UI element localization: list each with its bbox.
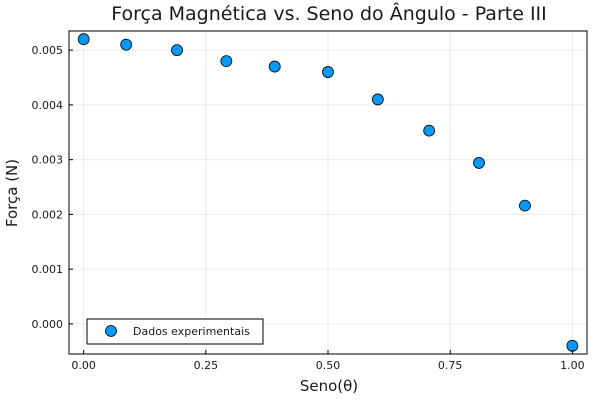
y-tick-label: 0.001 xyxy=(32,263,64,276)
y-tick-label: 0.003 xyxy=(32,154,64,167)
axis-ticks: 0.00 0.25 0.50 0.75 1.00 0.000 0.001 0.002 0.003… xyxy=(32,44,585,372)
data-point xyxy=(220,55,233,68)
y-tick-label: 0.004 xyxy=(32,99,64,112)
data-point xyxy=(566,339,579,352)
y-tick-label: 0.005 xyxy=(32,44,64,57)
data-points xyxy=(77,33,579,352)
x-tick-label: 0.25 xyxy=(194,359,219,372)
chart-title: Força Magnética vs. Seno do Ângulo - Par… xyxy=(111,2,547,25)
legend: Dados experimentais xyxy=(86,318,264,345)
x-tick-label: 0.00 xyxy=(71,359,96,372)
y-tick-label: 0.000 xyxy=(32,318,64,331)
x-tick-label: 0.50 xyxy=(316,359,341,372)
x-axis-label: Seno(θ) xyxy=(300,377,358,395)
data-point xyxy=(171,44,183,57)
data-point xyxy=(77,33,90,46)
legend-label: Dados experimentais xyxy=(133,325,250,338)
y-tick-label: 0.002 xyxy=(32,208,64,221)
legend-marker xyxy=(105,325,117,337)
x-tick-label: 1.00 xyxy=(560,359,585,372)
grid xyxy=(69,31,587,354)
data-point xyxy=(120,38,133,51)
data-point xyxy=(423,124,436,137)
y-axis-label: Força (N) xyxy=(3,159,21,227)
x-tick-label: 0.75 xyxy=(438,359,463,372)
data-point xyxy=(268,60,281,73)
data-point xyxy=(371,93,384,106)
data-point xyxy=(322,66,334,78)
data-point xyxy=(473,157,485,169)
data-point xyxy=(519,199,531,212)
